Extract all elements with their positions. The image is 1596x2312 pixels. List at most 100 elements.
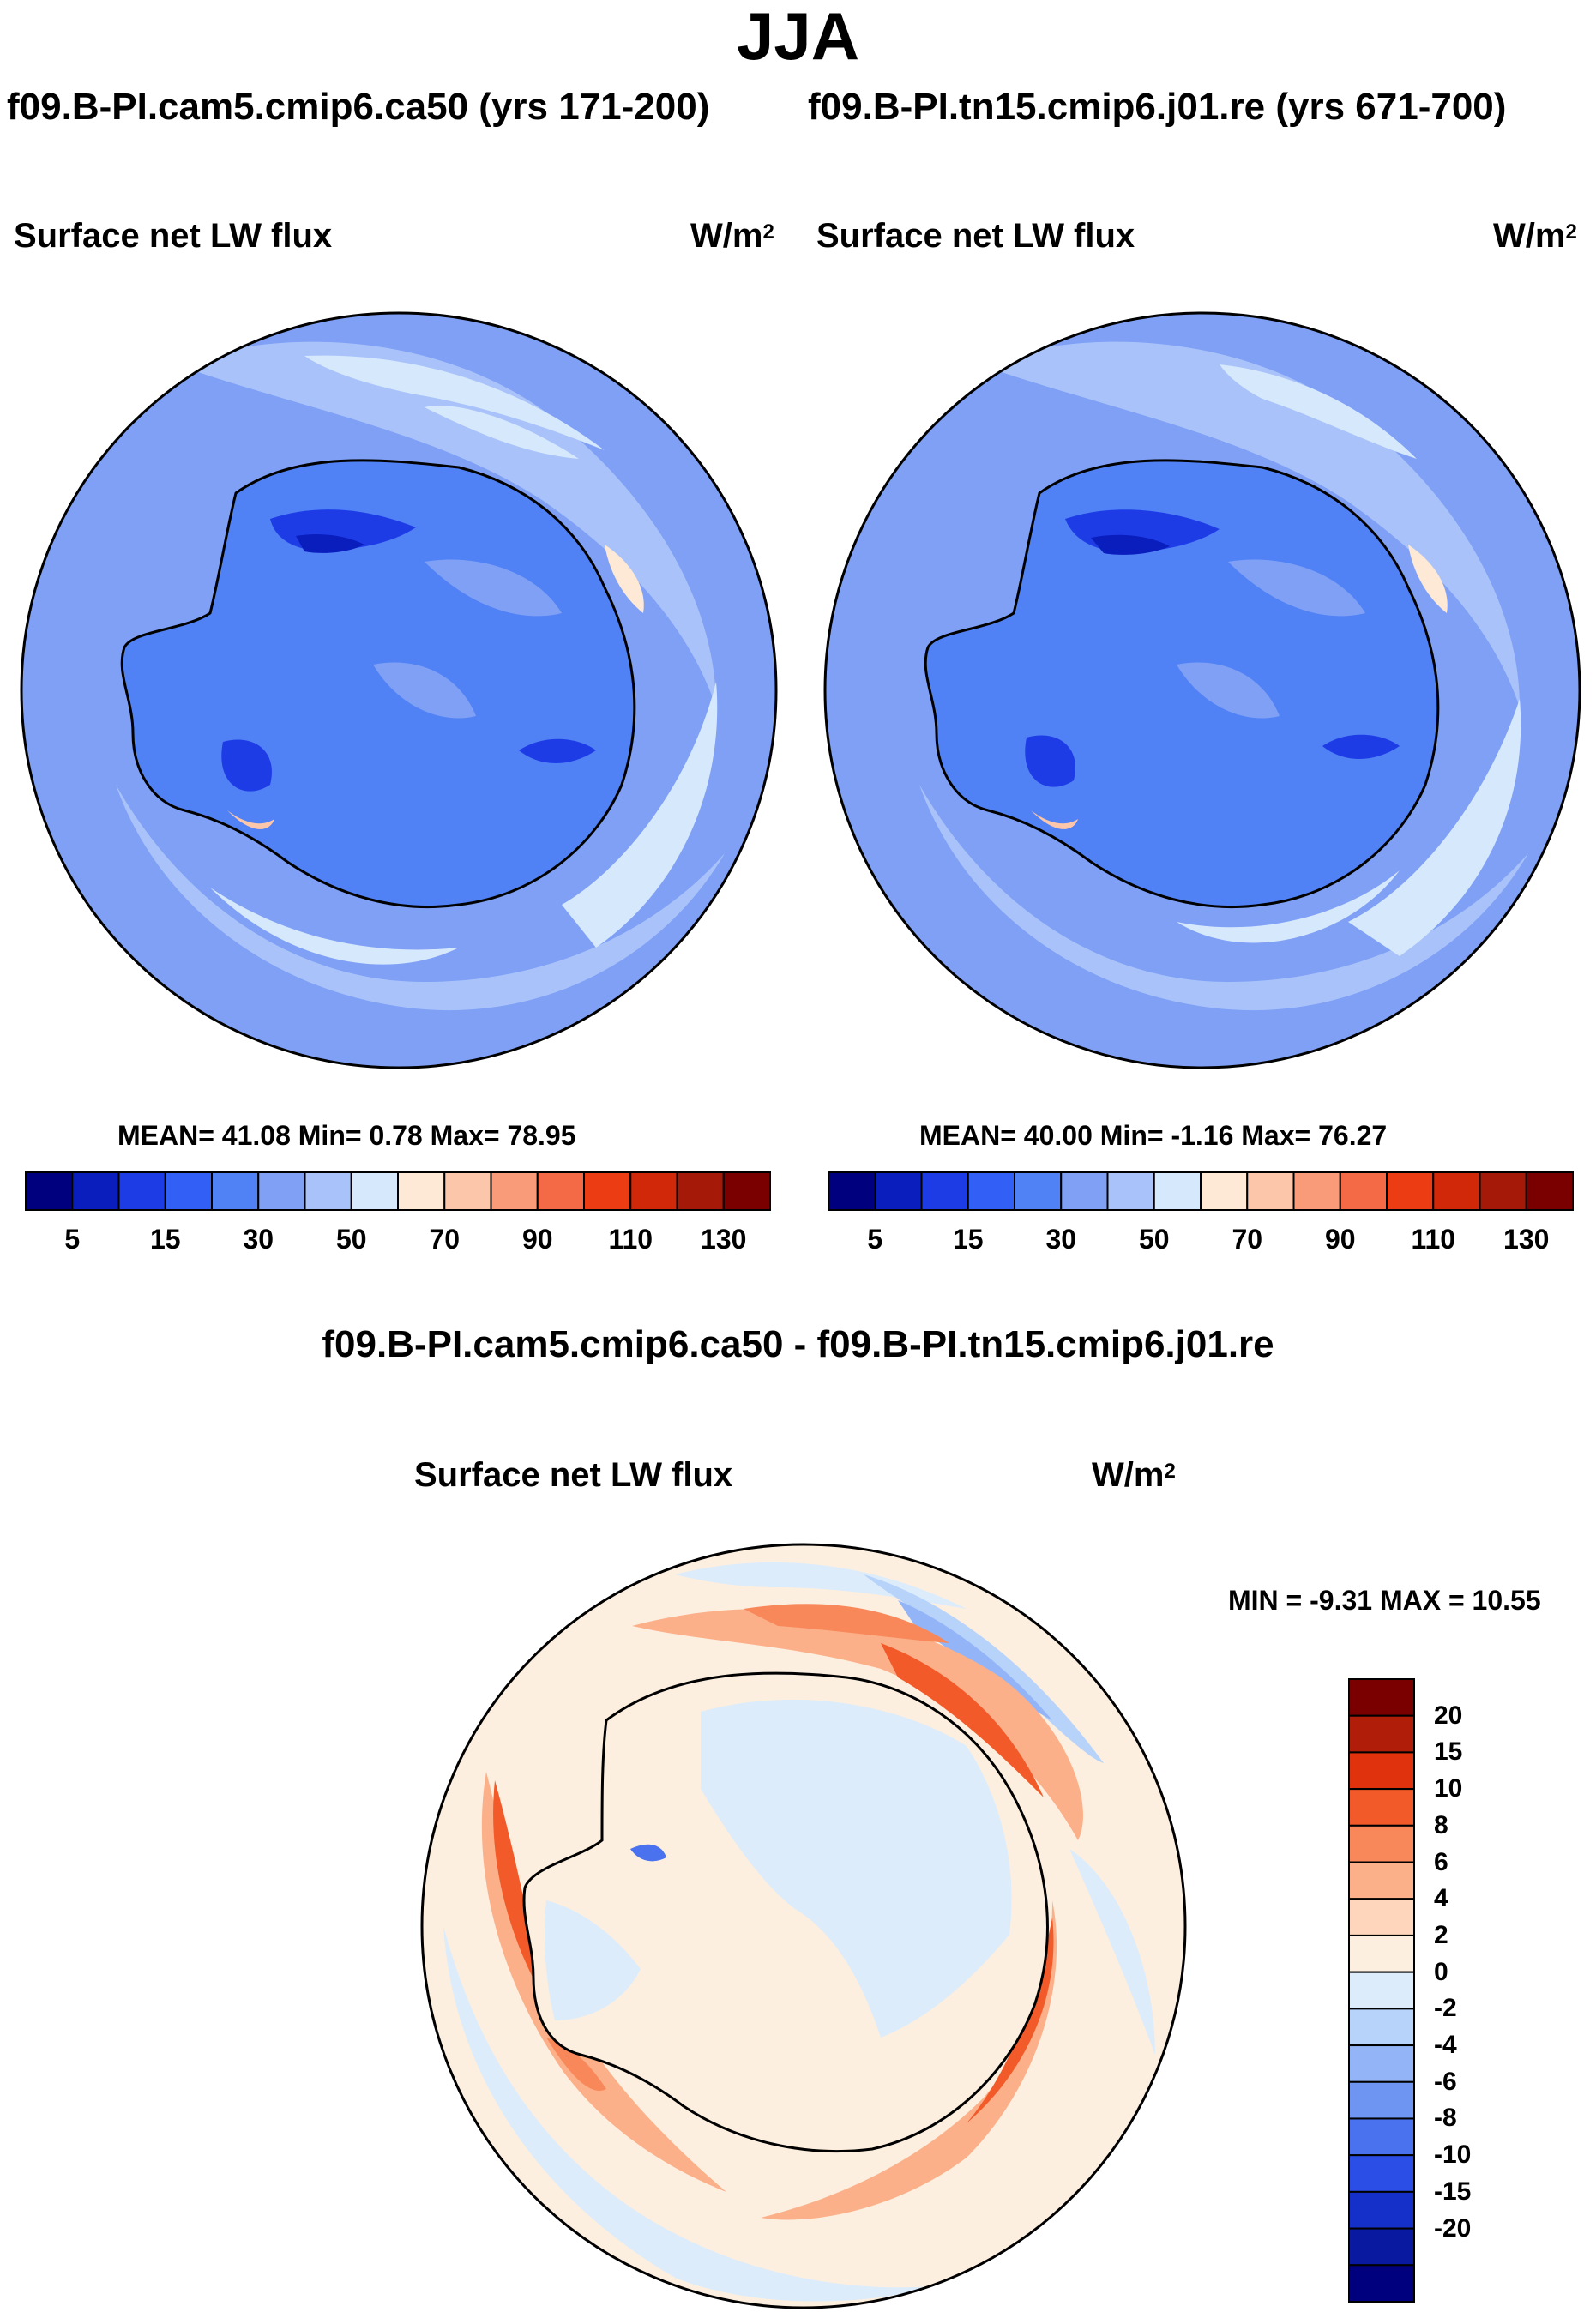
panel-b-colorbar-box	[920, 1171, 969, 1211]
panel-b-colorbar-box	[1386, 1171, 1435, 1211]
difference-colorbar-label: 6	[1434, 1847, 1448, 1876]
panel-a-colorbar-box	[676, 1171, 725, 1211]
difference-colorbar-box	[1348, 1788, 1415, 1827]
difference-colorbar	[1348, 1678, 1415, 2303]
difference-colorbar-label: -10	[1434, 2140, 1472, 2170]
panel-a-colorbar-box	[536, 1171, 585, 1211]
panel-a-colorbar-box	[257, 1171, 306, 1211]
panel-a-colorbar-box	[211, 1171, 260, 1211]
panel-b-colorbar-label: 15	[952, 1224, 984, 1255]
case-a-title: f09.B-PI.cam5.cmip6.ca50 (yrs 171-200)	[7, 86, 710, 128]
panel-a-colorbar-label: 50	[335, 1224, 367, 1255]
difference-colorbar-box	[1348, 2008, 1415, 2047]
panel-b-colorbar-box	[967, 1171, 1015, 1211]
panel-a-units: W/m2	[690, 217, 774, 255]
panel-b-continent	[924, 459, 1440, 908]
difference-colorbar-label: -8	[1434, 2104, 1457, 2133]
panel-b-colorbar-box	[1339, 1171, 1388, 1211]
panel-a-colorbar-box	[443, 1171, 492, 1211]
difference-colorbar-label: -4	[1434, 2031, 1457, 2060]
panel-a-colorbar-label: 110	[608, 1224, 653, 1255]
difference-units: W/m2	[1092, 1456, 1176, 1494]
difference-colorbar-label: -15	[1434, 2177, 1472, 2206]
difference-colorbar-box	[1348, 1861, 1415, 1900]
panel-a-colorbar	[25, 1171, 771, 1211]
panel-b-colorbar-label: 5	[867, 1224, 883, 1255]
panel-b-colorbar-box	[1200, 1171, 1249, 1211]
difference-colorbar-box	[1348, 1714, 1415, 1754]
difference-colorbar-label: 15	[1434, 1737, 1463, 1767]
panel-a-continent	[120, 459, 636, 908]
difference-colorbar-label: 4	[1434, 1884, 1448, 1913]
difference-colorbar-label: -2	[1434, 1994, 1457, 2023]
difference-colorbar-box	[1348, 1934, 1415, 1973]
panel-b-colorbar-label: 70	[1232, 1224, 1263, 1255]
panel-a-colorbar-box	[117, 1171, 166, 1211]
panel-b-colorbar-box	[1106, 1171, 1155, 1211]
panel-a-colorbar-label: 15	[149, 1224, 181, 1255]
panel-b-colorbar-box	[1432, 1171, 1481, 1211]
panel-a-colorbar-box	[71, 1171, 120, 1211]
panel-a-colorbar-box	[583, 1171, 632, 1211]
difference-map	[420, 1543, 1187, 2309]
panel-a-colorbar-box	[350, 1171, 399, 1211]
difference-stats: MIN = -9.31 MAX = 10.55	[1228, 1585, 1541, 1616]
difference-variable: Surface net LW flux	[414, 1456, 733, 1494]
panel-a-colorbar-box	[490, 1171, 539, 1211]
difference-colorbar-box	[1348, 2264, 1415, 2303]
panel-a-variable: Surface net LW flux	[14, 217, 333, 255]
panel-b-stats: MEAN= 40.00 Min= -1.16 Max= 76.27	[919, 1120, 1388, 1151]
case-b-title: f09.B-PI.tn15.cmip6.j01.re (yrs 671-700)	[808, 86, 1507, 128]
difference-colorbar-box	[1348, 1751, 1415, 1791]
difference-title: f09.B-PI.cam5.cmip6.ca50 - f09.B-PI.tn15…	[322, 1323, 1274, 1365]
panel-b-colorbar-box	[1479, 1171, 1527, 1211]
panel-a-colorbar-box	[397, 1171, 446, 1211]
panel-a-colorbar-label: 30	[243, 1224, 274, 1255]
panel-b-map	[823, 311, 1581, 1069]
panel-a-map	[20, 311, 778, 1069]
panel-b-colorbar-label: 90	[1324, 1224, 1356, 1255]
panel-a-colorbar-label: 90	[521, 1224, 553, 1255]
difference-colorbar-label: 0	[1434, 1957, 1448, 1986]
difference-colorbar-box	[1348, 1898, 1415, 1936]
difference-colorbar-box	[1348, 1971, 1415, 2010]
panel-a-colorbar-label: 130	[701, 1224, 747, 1255]
panel-a-colorbar-box	[164, 1171, 213, 1211]
difference-colorbar-label: 10	[1434, 1774, 1463, 1803]
difference-colorbar-box	[1348, 2117, 1415, 2157]
difference-colorbar-box	[1348, 1678, 1415, 1717]
panel-a-colorbar-box	[25, 1171, 74, 1211]
panel-b-variable: Surface net LW flux	[816, 217, 1135, 255]
difference-colorbar-box	[1348, 2190, 1415, 2230]
panel-b-colorbar-box	[874, 1171, 923, 1211]
panel-a-colorbar-box	[304, 1171, 352, 1211]
panel-b-colorbar-label: 50	[1138, 1224, 1170, 1255]
figure-title: JJA	[736, 0, 860, 74]
panel-b-colorbar-box	[1292, 1171, 1341, 1211]
panel-b-units: W/m2	[1493, 217, 1577, 255]
difference-continent	[522, 1671, 1049, 2153]
panel-b-colorbar-label: 110	[1411, 1224, 1456, 1255]
panel-b-colorbar-box	[828, 1171, 876, 1211]
difference-colorbar-label: 2	[1434, 1920, 1448, 1949]
panel-a-colorbar-box	[629, 1171, 678, 1211]
difference-colorbar-label: -6	[1434, 2067, 1457, 2096]
panel-a-colorbar-box	[722, 1171, 771, 1211]
panel-b-colorbar-box	[1014, 1171, 1063, 1211]
difference-colorbar-box	[1348, 2044, 1415, 2083]
difference-colorbar-label: -20	[1434, 2213, 1472, 2243]
panel-b-colorbar	[828, 1171, 1574, 1211]
difference-colorbar-label: 20	[1434, 1701, 1463, 1730]
panel-b-colorbar-label: 30	[1045, 1224, 1077, 1255]
panel-a-colorbar-label: 70	[429, 1224, 461, 1255]
panel-b-colorbar-box	[1246, 1171, 1295, 1211]
difference-colorbar-box	[1348, 2154, 1415, 2193]
difference-colorbar-label: 8	[1434, 1810, 1448, 1839]
panel-b-colorbar-box	[1525, 1171, 1574, 1211]
panel-b-colorbar-box	[1153, 1171, 1202, 1211]
difference-colorbar-box	[1348, 2227, 1415, 2267]
difference-colorbar-box	[1348, 2080, 1415, 2120]
panel-a-stats: MEAN= 41.08 Min= 0.78 Max= 78.95	[117, 1120, 576, 1151]
panel-a-colorbar-label: 5	[64, 1224, 81, 1255]
panel-b-colorbar-box	[1060, 1171, 1109, 1211]
